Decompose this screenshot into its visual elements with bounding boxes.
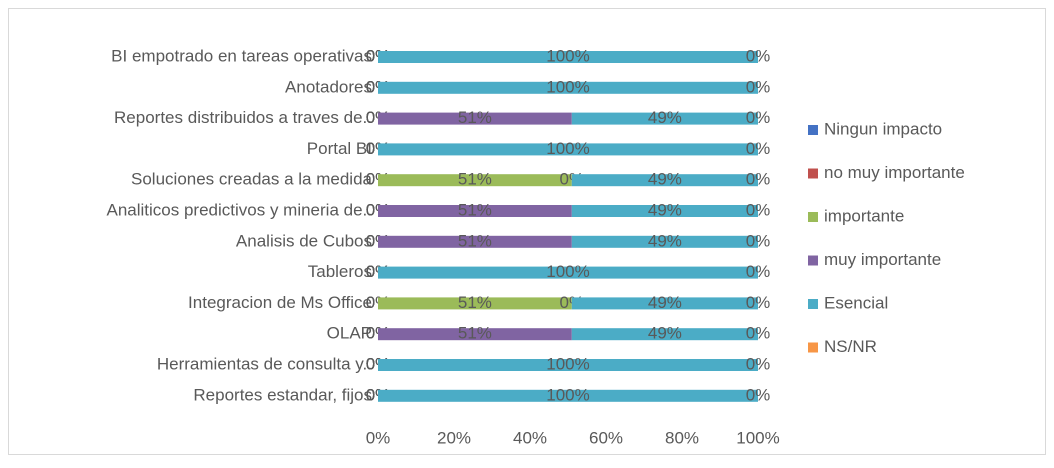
legend-label: no muy importante [824,163,965,182]
bar-segment [571,174,758,187]
bar-segment [378,389,758,402]
y-tick-label: Soluciones creadas a la medida [131,170,373,189]
data-label: 51% [458,231,492,250]
bar-segment [378,112,572,125]
bar-segment [571,328,758,341]
data-label: 0% [746,231,771,250]
legend-label: Esencial [824,293,888,312]
data-label: 51% [458,108,492,127]
data-label: 49% [648,293,682,312]
legend-label: NS/NR [824,337,877,356]
y-tick-label: Reportes distribuidos a traves de.. [114,108,372,127]
bar-segment [571,112,758,125]
legend-swatch [808,299,818,309]
data-label: 0% [746,139,771,158]
legend-label: importante [824,206,904,225]
data-label: 51% [458,200,492,219]
data-label: 0% [746,108,771,127]
x-tick-label: 80% [665,428,699,447]
legend-label: Ningun impacto [824,119,942,138]
y-tick-label: Reportes estandar, fijos [193,385,372,404]
bar-segment [378,51,758,63]
y-tick-label: BI empotrado en tareas operativas [111,46,372,65]
y-tick-label: Anotadores [285,77,372,96]
chart-frame [8,8,1046,455]
bar-segment [378,174,572,187]
data-label: 49% [648,108,682,127]
y-tick-label: Analisis de Cubos [236,231,372,250]
bar-segment [378,359,758,371]
data-label: 100% [546,385,589,404]
bar-segment [378,266,758,279]
data-label: 100% [546,77,589,96]
data-label: 0% [746,324,771,343]
data-label: 0% [746,385,771,404]
data-label: 0% [746,354,771,373]
y-tick-label: OLAP [327,324,372,343]
bar-segment [571,205,758,217]
legend-swatch [808,125,818,135]
legend-swatch [808,255,818,266]
data-label: 0% [746,170,771,189]
x-tick-label: 20% [437,428,471,447]
bar-segment [378,297,572,310]
bar-segment [378,205,572,217]
x-tick-label: 0% [366,428,391,447]
data-label: 49% [648,324,682,343]
data-label: 51% [458,293,492,312]
bar-segment [378,81,758,94]
data-label: 49% [648,200,682,219]
data-label: 100% [546,139,589,158]
bar-segment [378,235,572,248]
data-label: 0% [746,262,771,281]
legend-swatch [808,212,818,222]
x-tick-label: 100% [736,428,779,447]
data-label: 0% [746,200,771,219]
bar-segment [571,297,758,310]
bar-segment [378,143,758,156]
x-tick-label: 40% [513,428,547,447]
data-label: 51% [458,170,492,189]
data-label: 49% [648,231,682,250]
y-tick-label: Portal BI [307,139,372,158]
data-label: 100% [546,262,589,281]
y-tick-label: Integracion de Ms Office [188,293,372,312]
x-tick-label: 60% [589,428,623,447]
data-label: 0% [746,77,771,96]
y-tick-label: Analiticos predictivos y mineria de.. [106,200,372,219]
data-label: 100% [546,46,589,65]
data-label: 0% [746,293,771,312]
y-tick-label: Tableros [308,262,372,281]
legend-label: muy importante [824,250,941,269]
bar-segment [378,328,572,341]
bar-segment [571,235,758,248]
y-tick-label: Herramientas de consulta y.. [157,354,372,373]
legend-swatch [808,168,818,179]
legend-swatch [808,342,818,353]
data-label: 100% [546,354,589,373]
data-label: 0% [746,46,771,65]
data-label: 51% [458,324,492,343]
data-label: 49% [648,170,682,189]
